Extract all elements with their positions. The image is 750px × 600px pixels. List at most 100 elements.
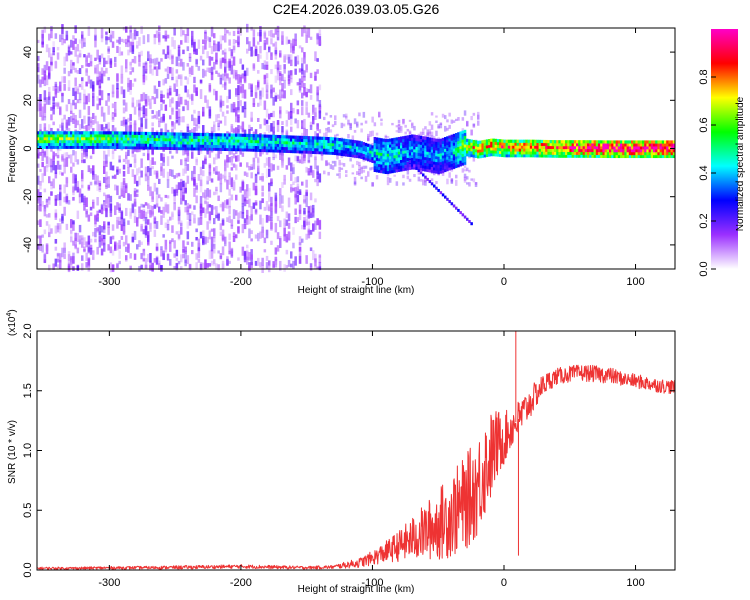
spectrogram-cell [39,168,42,172]
spectrogram-cell [171,143,174,148]
spectrogram-cell [155,257,159,265]
spectrogram-cell [257,70,260,74]
spectrogram-cell [226,201,229,209]
spectrogram-cell [261,176,264,182]
spectrogram-cell [441,152,445,156]
spectrogram-cell [417,169,421,173]
spectrogram-cell [670,143,674,147]
spectrogram-cell [206,236,209,243]
snr-x-tick-label: -300 [98,577,120,589]
spectrogram-cell [147,232,150,239]
spectrogram-cell [635,143,638,147]
spectrogram-cell [457,132,460,136]
spectrogram-cell [380,149,383,153]
spectrogram-cell [294,138,297,142]
spectrogram-cell [265,137,269,141]
spectrogram-cell [125,246,128,252]
spectrogram-cell [114,62,117,67]
spectrogram-cell [356,146,359,150]
spectrogram-cell [268,113,271,120]
spectrogram-cell [48,224,51,233]
spectrogram-cell [340,138,344,142]
spectrogram-cell [43,229,47,235]
spectrogram-cell [536,151,539,155]
spectrogram-cell [37,39,40,44]
spectrogram-cell [309,139,313,143]
spectrogram-cell [232,232,236,237]
spectrogram-cell [430,143,434,147]
spectrogram-cell [298,78,302,85]
spectrogram-cell [503,148,506,152]
spectrogram-cell [195,87,198,96]
spectrogram-cell [518,145,522,149]
spectrogram-cell [166,195,170,199]
spectrogram-cell [646,154,649,159]
spectrogram-cell [228,157,231,163]
spectrogram-cell [276,137,280,142]
spectrogram-cell [147,231,150,238]
spectrogram-cell [92,139,95,144]
spectrogram-cell [595,146,599,150]
spectrogram-cell [230,142,234,146]
spectrogram-cell [164,138,168,142]
spectrogram-cell [430,178,434,182]
spectrogram-cell [72,118,75,124]
spectrogram-cell [481,151,484,155]
spectrogram-cell [162,137,165,142]
spectrogram-cell [221,57,225,62]
spectrogram-cell [50,191,53,196]
spectrogram-cell [52,51,55,56]
spectrogram-cell [63,206,66,216]
spectrogram-cell [147,184,150,191]
spectrogram-cell [52,131,55,135]
spectrogram-cell [241,148,245,152]
spectrogram-cell [140,137,143,141]
spectrogram-cell [281,73,284,82]
spectrogram-cell [180,220,183,227]
spectrogram-cell [356,151,359,156]
spectrogram-cell [446,144,449,149]
spectrogram-cell [125,42,128,47]
spectrogram-cell [468,155,471,159]
spectrogram-cell [100,73,104,84]
spectrogram-cell [129,124,132,134]
spectrogram-cell [175,56,179,67]
spectrogram-cell [290,147,293,151]
spectrogram-cell [37,199,40,204]
spectrogram-cell [457,140,460,145]
spectrogram-cell [197,249,201,259]
spectrogram-cell [279,236,282,246]
spectrogram-cell [129,194,132,201]
spectrogram-cell [455,174,458,179]
spectrogram-cell [144,108,148,117]
spectrogram-cell [37,175,40,185]
spectrogram-cell [67,87,71,91]
spectrogram-cell [450,137,454,141]
spectrogram-cell [180,116,183,123]
spectrogram-cell [270,217,273,221]
spectrogram-cell [87,139,91,144]
spectrogram-cell [325,127,328,131]
spectrogram-cell [404,153,407,157]
spectrogram-cell [430,135,434,138]
spectrogram-cell [525,154,528,158]
spectrogram-cell [433,167,436,171]
spectrogram-cell [580,143,583,147]
spectrogram-cell [276,134,280,139]
spectrogram-cell [180,254,183,263]
spectrogram-cell [43,259,47,264]
spectrogram-cell [133,230,137,240]
spectrogram-cell [292,260,295,269]
spectrogram-cell [136,140,139,144]
spectrogram-cell [175,138,179,142]
spectrogram-cell [221,144,225,149]
spectrogram-cell [468,150,471,154]
spectrogram-cell [351,154,355,158]
spectrogram-cell [127,77,130,88]
spectrogram-cell [72,99,75,106]
spectrogram-cell [261,134,264,138]
spectrogram-cell [296,191,300,195]
spectrogram-cell [235,234,238,239]
spectrogram-cell [272,131,275,138]
spectrogram-cell [426,142,429,147]
